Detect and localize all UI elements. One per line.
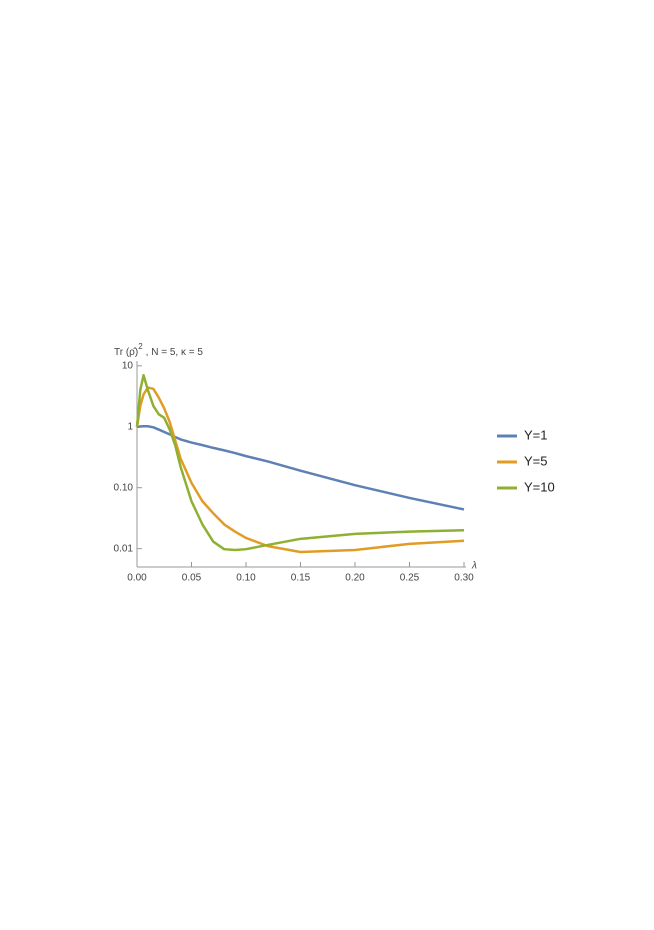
y-tick-label: 1 [127,421,133,432]
legend-label: Y=5 [524,453,548,468]
x-tick-label: 0.10 [236,573,256,584]
y-tick-label: 0.01 [114,543,134,554]
legend-label: Y=10 [524,479,555,494]
y-tick-label: 10 [122,360,134,371]
x-tick-label: 0.25 [400,573,420,584]
y-tick-label: 0.10 [114,482,134,493]
legend-label: Y=1 [524,427,548,442]
series-line [136,424,465,511]
series-line [135,374,465,552]
series-line [135,386,465,554]
x-tick-label: 0.30 [454,573,474,584]
x-axis-label: λ [471,561,477,572]
x-tick-label: 0.20 [345,573,365,584]
x-tick-label: 0.00 [127,573,147,584]
x-tick-label: 0.15 [291,573,311,584]
y-axis-label: Tr (ρ̂)2, N = 5, κ = 5 [114,342,203,358]
x-tick-label: 0.05 [182,573,202,584]
